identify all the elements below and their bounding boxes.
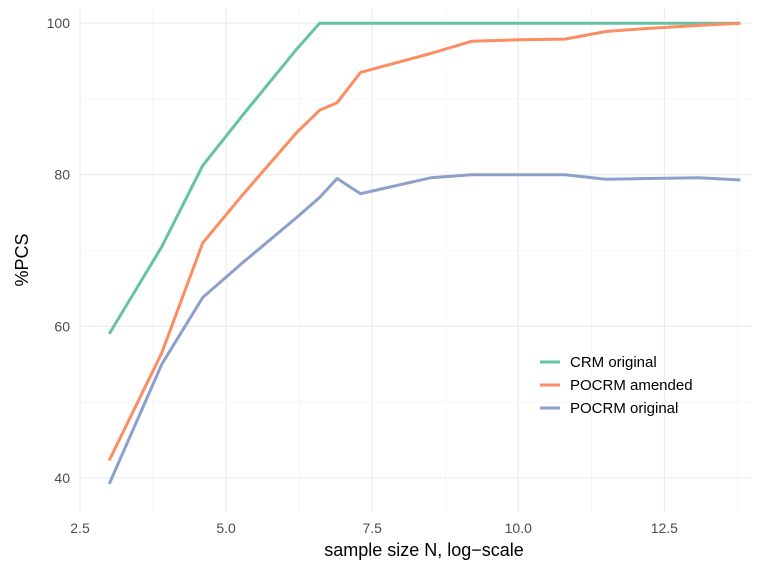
x-tick-label: 5.0 xyxy=(216,520,236,536)
x-tick-label: 2.5 xyxy=(70,520,90,536)
legend-label: POCRM amended xyxy=(570,377,693,394)
series-line-pocrm-amended xyxy=(107,21,741,462)
x-tick-label: 12.5 xyxy=(651,520,678,536)
legend-label: CRM original xyxy=(570,354,657,371)
series-lines xyxy=(107,21,741,485)
y-tick-label: 40 xyxy=(54,470,70,486)
series-line-crm-original xyxy=(107,21,741,335)
y-tick-label: 60 xyxy=(54,318,70,334)
x-tick-label: 7.5 xyxy=(362,520,382,536)
series-line-pocrm-original xyxy=(107,173,741,485)
x-axis-tick-labels: 2.5 5.0 7.5 10.0 12.5 xyxy=(70,520,678,536)
legend: CRM original POCRM amended POCRM original xyxy=(540,354,693,417)
x-axis-title: sample size N, log−scale xyxy=(324,540,524,560)
legend-label: POCRM original xyxy=(570,400,678,417)
y-tick-label: 100 xyxy=(47,15,71,31)
minor-gridlines xyxy=(80,8,752,512)
y-axis-tick-labels: 40 60 80 100 xyxy=(47,15,71,486)
y-axis-title: %PCS xyxy=(12,233,32,286)
x-tick-label: 10.0 xyxy=(505,520,532,536)
y-tick-label: 80 xyxy=(54,167,70,183)
